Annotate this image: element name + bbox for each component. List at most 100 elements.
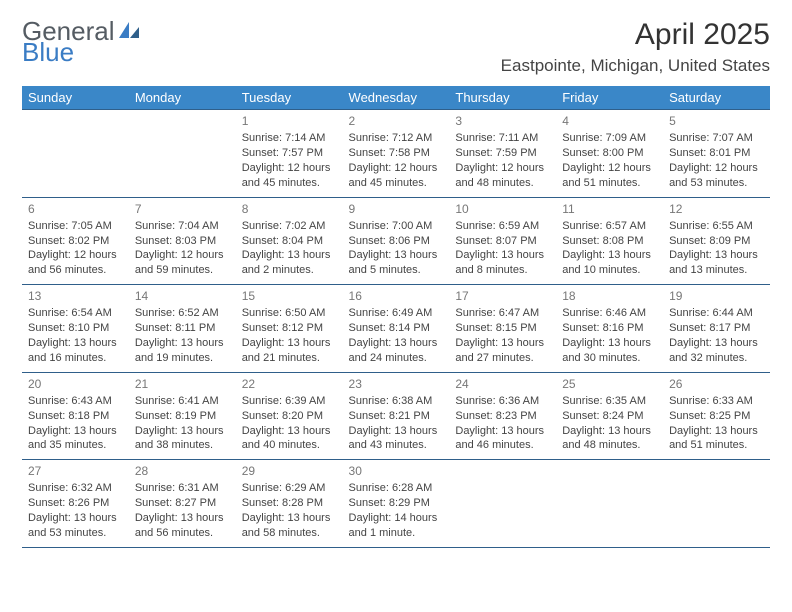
day-number: 28	[135, 463, 230, 479]
sunrise-line: Sunrise: 6:55 AM	[669, 219, 764, 234]
sunset-line: Sunset: 8:15 PM	[455, 321, 550, 336]
sunrise-line: Sunrise: 6:57 AM	[562, 219, 657, 234]
daylight-line: Daylight: 13 hours and 35 minutes.	[28, 424, 123, 454]
day-header: Tuesday	[236, 86, 343, 110]
sunrise-line: Sunrise: 7:02 AM	[242, 219, 337, 234]
calendar-cell: 16Sunrise: 6:49 AMSunset: 8:14 PMDayligh…	[343, 285, 450, 373]
calendar-cell	[129, 110, 236, 198]
day-number: 20	[28, 376, 123, 392]
sunrise-line: Sunrise: 6:41 AM	[135, 394, 230, 409]
calendar-cell	[22, 110, 129, 198]
sunset-line: Sunset: 8:04 PM	[242, 234, 337, 249]
daylight-line: Daylight: 13 hours and 16 minutes.	[28, 336, 123, 366]
daylight-line: Daylight: 13 hours and 19 minutes.	[135, 336, 230, 366]
sunset-line: Sunset: 8:08 PM	[562, 234, 657, 249]
day-number: 4	[562, 113, 657, 129]
calendar-cell: 4 Sunrise: 7:09 AMSunset: 8:00 PMDaylight…	[556, 110, 663, 198]
daylight-line: Daylight: 13 hours and 2 minutes.	[242, 248, 337, 278]
sunrise-line: Sunrise: 6:46 AM	[562, 306, 657, 321]
daylight-line: Daylight: 13 hours and 5 minutes.	[349, 248, 444, 278]
calendar-cell	[663, 460, 770, 548]
sunset-line: Sunset: 8:19 PM	[135, 409, 230, 424]
sunset-line: Sunset: 8:23 PM	[455, 409, 550, 424]
sunrise-line: Sunrise: 7:11 AM	[455, 131, 550, 146]
sunset-line: Sunset: 8:26 PM	[28, 496, 123, 511]
daylight-line: Daylight: 13 hours and 40 minutes.	[242, 424, 337, 454]
daylight-line: Daylight: 13 hours and 30 minutes.	[562, 336, 657, 366]
day-number: 24	[455, 376, 550, 392]
sunset-line: Sunset: 8:09 PM	[669, 234, 764, 249]
sunrise-line: Sunrise: 6:43 AM	[28, 394, 123, 409]
daylight-line: Daylight: 13 hours and 38 minutes.	[135, 424, 230, 454]
sunrise-line: Sunrise: 7:04 AM	[135, 219, 230, 234]
daylight-line: Daylight: 13 hours and 46 minutes.	[455, 424, 550, 454]
sunset-line: Sunset: 8:00 PM	[562, 146, 657, 161]
title-block: April 2025 Eastpointe, Michigan, United …	[501, 18, 770, 76]
sunrise-line: Sunrise: 6:35 AM	[562, 394, 657, 409]
sunset-line: Sunset: 7:59 PM	[455, 146, 550, 161]
day-number: 21	[135, 376, 230, 392]
calendar-body: 1Sunrise: 7:14 AMSunset: 7:57 PMDaylight…	[22, 110, 770, 548]
sunrise-line: Sunrise: 6:36 AM	[455, 394, 550, 409]
day-header: Sunday	[22, 86, 129, 110]
sunset-line: Sunset: 7:58 PM	[349, 146, 444, 161]
calendar-cell: 9Sunrise: 7:00 AMSunset: 8:06 PMDaylight…	[343, 197, 450, 285]
day-number: 6	[28, 201, 123, 217]
sunset-line: Sunset: 8:25 PM	[669, 409, 764, 424]
daylight-line: Daylight: 14 hours and 1 minute.	[349, 511, 444, 541]
calendar-cell: 18Sunrise: 6:46 AMSunset: 8:16 PMDayligh…	[556, 285, 663, 373]
day-number: 15	[242, 288, 337, 304]
sunrise-line: Sunrise: 6:47 AM	[455, 306, 550, 321]
daylight-line: Daylight: 13 hours and 48 minutes.	[562, 424, 657, 454]
calendar-cell: 3 Sunrise: 7:11 AMSunset: 7:59 PMDaylight…	[449, 110, 556, 198]
sunrise-line: Sunrise: 6:50 AM	[242, 306, 337, 321]
location: Eastpointe, Michigan, United States	[501, 56, 770, 76]
header: General Blue April 2025 Eastpointe, Mich…	[22, 18, 770, 76]
logo-text: General Blue	[22, 18, 141, 67]
sunrise-line: Sunrise: 6:29 AM	[242, 481, 337, 496]
calendar-cell	[556, 460, 663, 548]
calendar-cell: 6Sunrise: 7:05 AMSunset: 8:02 PMDaylight…	[22, 197, 129, 285]
calendar-cell: 28Sunrise: 6:31 AMSunset: 8:27 PMDayligh…	[129, 460, 236, 548]
sunrise-line: Sunrise: 6:33 AM	[669, 394, 764, 409]
day-number: 17	[455, 288, 550, 304]
daylight-line: Daylight: 12 hours and 59 minutes.	[135, 248, 230, 278]
sunset-line: Sunset: 8:18 PM	[28, 409, 123, 424]
sunrise-line: Sunrise: 6:32 AM	[28, 481, 123, 496]
calendar-cell: 15Sunrise: 6:50 AMSunset: 8:12 PMDayligh…	[236, 285, 343, 373]
daylight-line: Daylight: 12 hours and 56 minutes.	[28, 248, 123, 278]
daylight-line: Daylight: 12 hours and 48 minutes.	[455, 161, 550, 191]
daylight-line: Daylight: 13 hours and 24 minutes.	[349, 336, 444, 366]
sunrise-line: Sunrise: 7:00 AM	[349, 219, 444, 234]
calendar-row: 27Sunrise: 6:32 AMSunset: 8:26 PMDayligh…	[22, 460, 770, 548]
sunset-line: Sunset: 8:07 PM	[455, 234, 550, 249]
daylight-line: Daylight: 13 hours and 58 minutes.	[242, 511, 337, 541]
calendar-cell: 14Sunrise: 6:52 AMSunset: 8:11 PMDayligh…	[129, 285, 236, 373]
sunrise-line: Sunrise: 6:49 AM	[349, 306, 444, 321]
month-title: April 2025	[501, 18, 770, 52]
day-number: 3	[455, 113, 550, 129]
day-number: 25	[562, 376, 657, 392]
daylight-line: Daylight: 13 hours and 32 minutes.	[669, 336, 764, 366]
sunset-line: Sunset: 7:57 PM	[242, 146, 337, 161]
daylight-line: Daylight: 12 hours and 51 minutes.	[562, 161, 657, 191]
calendar-cell: 24 Sunrise: 6:36 AMSunset: 8:23 PMDayligh…	[449, 372, 556, 460]
sunrise-line: Sunrise: 7:07 AM	[669, 131, 764, 146]
daylight-line: Daylight: 13 hours and 53 minutes.	[28, 511, 123, 541]
calendar-cell: 7Sunrise: 7:04 AMSunset: 8:03 PMDaylight…	[129, 197, 236, 285]
day-number: 26	[669, 376, 764, 392]
calendar-cell: 19Sunrise: 6:44 AMSunset: 8:17 PMDayligh…	[663, 285, 770, 373]
day-number: 11	[562, 201, 657, 217]
calendar-cell: 29Sunrise: 6:29 AMSunset: 8:28 PMDayligh…	[236, 460, 343, 548]
sunset-line: Sunset: 8:24 PM	[562, 409, 657, 424]
daylight-line: Daylight: 13 hours and 21 minutes.	[242, 336, 337, 366]
day-number: 14	[135, 288, 230, 304]
day-number: 5	[669, 113, 764, 129]
sunrise-line: Sunrise: 7:09 AM	[562, 131, 657, 146]
day-number: 7	[135, 201, 230, 217]
daylight-line: Daylight: 13 hours and 10 minutes.	[562, 248, 657, 278]
sunset-line: Sunset: 8:02 PM	[28, 234, 123, 249]
daylight-line: Daylight: 13 hours and 43 minutes.	[349, 424, 444, 454]
calendar-cell: 17Sunrise: 6:47 AMSunset: 8:15 PMDayligh…	[449, 285, 556, 373]
sunset-line: Sunset: 8:27 PM	[135, 496, 230, 511]
